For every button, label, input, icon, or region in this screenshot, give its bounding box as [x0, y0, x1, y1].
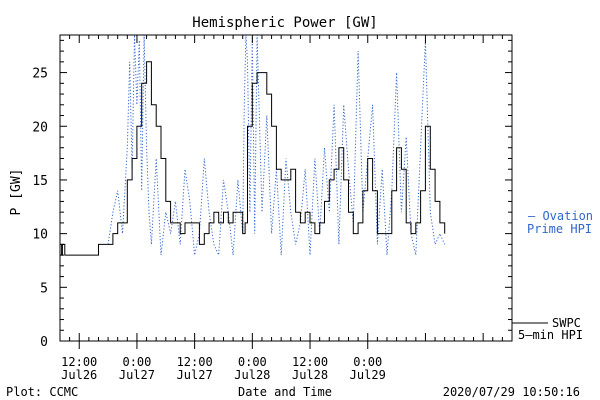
- x-tick-label-date: Jul26: [61, 368, 97, 382]
- y-tick-label: 15: [32, 174, 48, 189]
- legend-ovation-line2: Prime HPI: [527, 222, 592, 236]
- ovation-series-line: [107, 34, 446, 256]
- ovation-series-group: [107, 34, 446, 256]
- y-tick-label: 10: [32, 228, 48, 243]
- x-tick-label-time: 12:00: [61, 355, 97, 369]
- x-tick-label-time: 0:00: [353, 355, 382, 369]
- legend: — Ovation Prime HPI SWPC 5—min HPI: [512, 209, 593, 342]
- footer-plot-credit: Plot: CCMC: [6, 385, 78, 399]
- chart-title: Hemispheric Power [GW]: [192, 15, 377, 31]
- legend-swpc-line1: SWPC: [552, 316, 581, 330]
- y-axis-ticks: 0 5 10 15 20 25: [32, 39, 512, 350]
- legend-ovation-line1: — Ovation: [528, 209, 593, 223]
- y-tick-label: 25: [32, 67, 48, 82]
- y-tick-label: 0: [40, 335, 48, 350]
- x-tick-label-date: Jul27: [119, 368, 155, 382]
- x-tick-label-date: Jul27: [177, 368, 213, 382]
- swpc-series-group: [60, 61, 446, 256]
- y-tick-label: 5: [40, 281, 48, 296]
- x-tick-label-date: Jul28: [234, 368, 270, 382]
- y-axis-label: P [GW]: [9, 169, 24, 216]
- x-tick-label-time: 12:00: [177, 355, 213, 369]
- x-tick-label-date: Jul29: [350, 368, 386, 382]
- swpc-series-line: [60, 61, 446, 256]
- x-tick-label-date: Jul28: [292, 368, 328, 382]
- x-axis-label: Date and Time: [238, 385, 332, 399]
- x-tick-label-time: 0:00: [122, 355, 151, 369]
- footer-timestamp: 2020/07/29 10:50:16: [443, 385, 580, 399]
- legend-swpc-line2: 5—min HPI: [518, 328, 583, 342]
- x-tick-label-time: 0:00: [238, 355, 267, 369]
- x-axis-ticks: 12:00Jul260:00Jul2712:00Jul270:00Jul2812…: [59, 35, 513, 382]
- plot-frame: [59, 34, 513, 342]
- x-tick-label-time: 12:00: [292, 355, 328, 369]
- y-tick-label: 20: [32, 120, 48, 135]
